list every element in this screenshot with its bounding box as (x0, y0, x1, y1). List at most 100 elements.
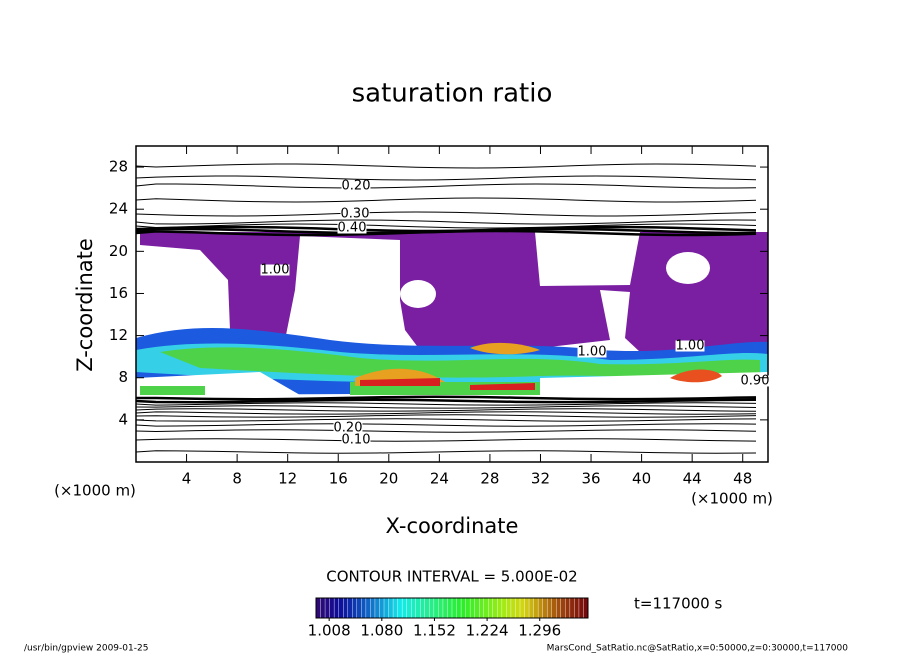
x-tick-label: 32 (531, 470, 550, 488)
x-tick-label: 12 (278, 470, 297, 488)
colorbar-step (352, 597, 358, 619)
colorbar: 1.008 1.080 1.152 1.224 1.296 (308, 597, 589, 640)
colorbar-step (537, 597, 544, 619)
contour-line (135, 402, 757, 406)
contour-label: 0.10 (342, 433, 371, 448)
colorbar-step (338, 597, 344, 619)
colorbar-step (365, 597, 372, 619)
colorbar-step (515, 597, 521, 619)
colorbar-step (361, 597, 367, 619)
colorbar-step (401, 597, 408, 619)
contour-label-bg (740, 375, 770, 387)
colorbar-step (356, 597, 363, 619)
colorbar-step (569, 597, 576, 619)
colorbar-step (510, 597, 517, 619)
contour-field (135, 163, 768, 454)
colorbar-step (542, 597, 548, 619)
y-tick-label: 24 (109, 200, 128, 218)
colorbar-step (556, 597, 562, 619)
contour-label: 1.00 (261, 263, 290, 278)
contour-label: 0.30 (341, 207, 370, 222)
contour-line (135, 411, 757, 415)
y-tick-label: 28 (109, 158, 128, 176)
x-tick-label: 48 (733, 470, 752, 488)
colorbar-step (506, 597, 512, 619)
colorbar-step (528, 597, 535, 619)
x-tick-label: 36 (581, 470, 600, 488)
colorbar-step (333, 597, 340, 619)
colorbar-step (565, 597, 571, 619)
contour-line (135, 197, 757, 203)
x-tick-label: 28 (480, 470, 499, 488)
contour-label-bg (337, 222, 367, 234)
contour-label-bg (341, 180, 371, 192)
contour-line (135, 438, 757, 442)
contour-line (135, 211, 757, 217)
x-tick-label: 4 (182, 470, 192, 488)
x-tick-label: 40 (632, 470, 651, 488)
colorbar-step (411, 597, 417, 619)
contour-label-bg (340, 208, 370, 220)
colorbar-step (469, 597, 476, 619)
colorbar-step (420, 597, 426, 619)
colorbar-step (501, 597, 508, 619)
colorbar-tick-label: 1.224 (466, 622, 509, 640)
contour-line (135, 219, 757, 225)
y-tick-label: 12 (109, 326, 128, 344)
colorbar-step (388, 597, 394, 619)
contour-label-bg (341, 434, 371, 446)
x-tick-label: 16 (329, 470, 348, 488)
chart-title: saturation ratio (352, 79, 553, 109)
colorbar-step (397, 597, 403, 619)
contour-line (135, 408, 757, 412)
footer-right: MarsCond_SatRatio.nc@SatRatio,x=0:50000,… (547, 644, 849, 654)
colorbar-step (497, 597, 503, 619)
colorbar-step (524, 597, 530, 619)
colorbar-step (433, 597, 440, 619)
footer-left: /usr/bin/gpview 2009-01-25 (24, 644, 148, 654)
colorbar-step (465, 597, 471, 619)
plot-frame (135, 145, 769, 463)
colorbar-step (547, 597, 553, 619)
colorbar-step (374, 597, 381, 619)
y-tick-label: 8 (118, 368, 128, 386)
colorbar-step (415, 597, 421, 619)
colorbar-step (519, 597, 526, 619)
contour-line (135, 398, 757, 404)
contour-line (135, 405, 757, 409)
contour-label: 0.40 (338, 221, 367, 236)
contour-line (135, 414, 757, 418)
colorbar-step (479, 597, 485, 619)
x-tick-label: 8 (232, 470, 242, 488)
colorbar-tick-label: 1.008 (308, 622, 351, 640)
colorbar-step (456, 597, 462, 619)
colorbar-step (488, 597, 494, 619)
colorbar-step (347, 597, 353, 619)
contour-line (135, 429, 757, 433)
contour-label: 0.20 (334, 421, 363, 436)
colorbar-step (324, 597, 331, 619)
x-tick-label: 20 (379, 470, 398, 488)
contour-line (135, 450, 757, 454)
contour-label-bg (260, 264, 290, 276)
colorbar-step (392, 597, 399, 619)
colorbar-step (551, 597, 557, 619)
contour-line (135, 223, 757, 229)
colorbar-step (492, 597, 499, 619)
colorbar-step (383, 597, 390, 619)
colorbar-step (429, 597, 435, 619)
contour-line (135, 423, 757, 427)
contour-line (135, 418, 757, 422)
colorbar-step (329, 597, 335, 619)
colorbar-tick-label: 1.152 (413, 622, 456, 640)
contour-label-bg (333, 422, 363, 434)
colorbar-step (320, 597, 326, 619)
x-tick-label: 44 (683, 470, 702, 488)
colorbar-tick-label: 1.296 (518, 622, 561, 640)
colorbar-tick-label: 1.080 (360, 622, 403, 640)
colorbar-step (474, 597, 480, 619)
colorbar-step (379, 597, 385, 619)
colorbar-step (315, 597, 322, 619)
contour-interval: CONTOUR INTERVAL = 5.000E-02 (326, 568, 577, 586)
